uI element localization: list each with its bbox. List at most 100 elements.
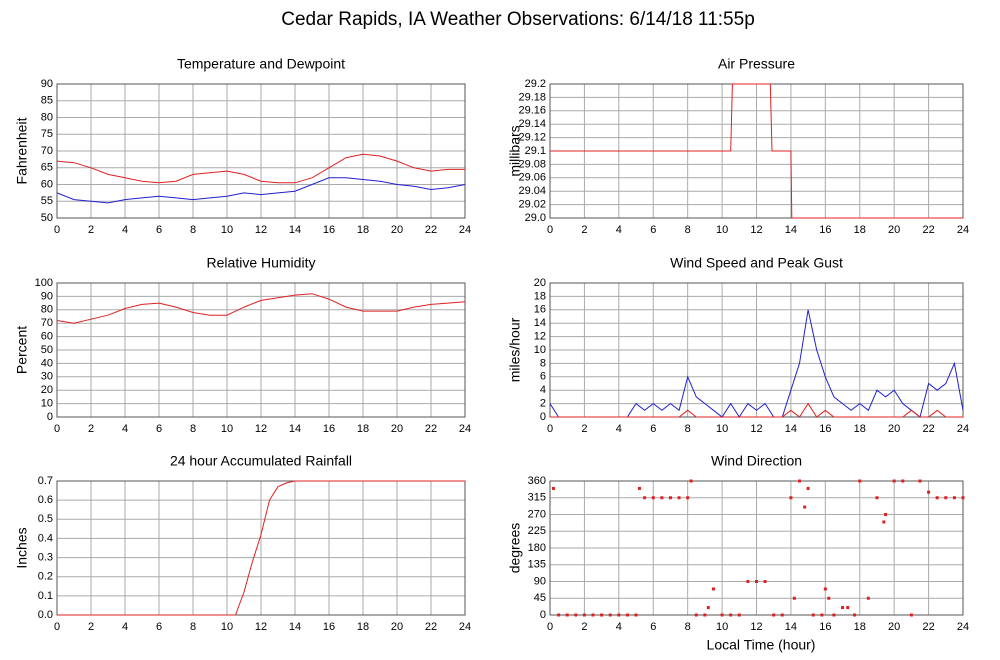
x-tick-label: 10 [716, 423, 728, 435]
x-tick-label: 18 [357, 423, 369, 435]
x-tick-label: 18 [854, 621, 866, 633]
x-tick-label: 20 [888, 423, 900, 435]
x-tick-label: 6 [156, 423, 162, 435]
x-tick-label: 4 [122, 621, 128, 633]
x-tick-label: 12 [750, 423, 762, 435]
point [625, 613, 629, 617]
point [591, 613, 595, 617]
x-tick-label: 0 [547, 224, 553, 236]
x-tick-label: 8 [685, 621, 691, 633]
x-tick-label: 20 [888, 224, 900, 236]
series-line [550, 83, 963, 219]
point [689, 479, 693, 483]
x-tick-label: 20 [888, 621, 900, 633]
x-tick-label: 22 [922, 423, 934, 435]
panel-title: Wind Direction [711, 453, 802, 469]
x-tick-label: 16 [323, 423, 335, 435]
point [677, 496, 681, 500]
x-tick-label: 20 [391, 224, 403, 236]
y-tick-label: 0.3 [38, 551, 53, 563]
x-tick-label: 10 [221, 621, 233, 633]
panel-title: 24 hour Accumulated Rainfall [170, 453, 352, 469]
x-tick-label: 16 [323, 621, 335, 633]
y-tick-label: 180 [528, 542, 546, 554]
x-tick-label: 0 [547, 621, 553, 633]
point [882, 520, 886, 524]
x-tick-label: 14 [785, 224, 797, 236]
point [634, 613, 638, 617]
point [866, 596, 870, 600]
y-tick-label: 60 [41, 178, 53, 190]
panel-title: Relative Humidity [207, 255, 316, 271]
point [927, 490, 931, 494]
point [755, 580, 758, 583]
y-tick-label: 90 [534, 575, 546, 587]
y-tick-label: 50 [41, 344, 53, 356]
y-tick-label: 12 [534, 331, 546, 343]
y-tick-label: 70 [41, 145, 53, 157]
plot-frame [549, 480, 964, 616]
point [643, 496, 647, 500]
y-tick-label: 50 [41, 212, 53, 224]
y-axis-label: Percent [14, 326, 30, 374]
y-tick-label: 0.7 [38, 475, 53, 487]
point [806, 486, 810, 490]
x-tick-label: 14 [785, 423, 797, 435]
point [820, 613, 824, 617]
point [637, 486, 641, 490]
point [792, 596, 796, 600]
x-tick-label: 12 [750, 224, 762, 236]
x-tick-label: 22 [922, 224, 934, 236]
y-tick-label: 70 [41, 317, 53, 329]
y-tick-label: 4 [540, 384, 546, 396]
point [909, 613, 913, 617]
series-line [550, 402, 963, 418]
x-tick-label: 0 [547, 423, 553, 435]
point [557, 613, 561, 617]
y-tick-label: 40 [41, 357, 53, 369]
point [961, 496, 965, 500]
point [608, 613, 612, 617]
x-tick-label: 14 [289, 224, 301, 236]
point [668, 496, 672, 500]
y-tick-label: 80 [41, 111, 53, 123]
x-tick-label: 10 [716, 621, 728, 633]
x-tick-label: 10 [716, 224, 728, 236]
point [811, 613, 815, 617]
y-tick-label: 65 [41, 162, 53, 174]
panel-title: Temperature and Dewpoint [177, 56, 345, 72]
y-tick-label: 270 [528, 508, 546, 520]
y-tick-label: 0 [540, 609, 546, 621]
x-tick-label: 16 [819, 423, 831, 435]
y-tick-label: 29.1 [525, 145, 546, 157]
point [600, 613, 604, 617]
y-tick-label: 29.14 [518, 118, 546, 130]
y-tick-label: 29.18 [518, 91, 546, 103]
y-tick-label: 30 [41, 371, 53, 383]
point [952, 496, 956, 500]
x-tick-label: 4 [616, 224, 622, 236]
panel-title: Air Pressure [718, 56, 795, 72]
y-axis-label: degrees [507, 523, 523, 574]
y-tick-label: 0.4 [38, 532, 53, 544]
point [827, 596, 831, 600]
point [551, 486, 555, 490]
point [746, 580, 750, 583]
plot-frame [56, 480, 466, 616]
y-tick-label: 18 [534, 290, 546, 302]
y-axis-label: Inches [14, 527, 30, 568]
y-tick-label: 45 [534, 592, 546, 604]
y-axis-label: miles/hour [507, 317, 523, 382]
y-tick-label: 29.16 [518, 105, 546, 117]
y-tick-label: 6 [540, 371, 546, 383]
y-tick-label: 14 [534, 317, 546, 329]
y-tick-label: 29.08 [518, 158, 546, 170]
point [711, 587, 715, 591]
x-tick-label: 18 [357, 621, 369, 633]
x-tick-label: 12 [255, 423, 267, 435]
y-axis-label: millibars [507, 125, 523, 176]
x-tick-label: 12 [750, 621, 762, 633]
x-tick-label: 8 [190, 621, 196, 633]
point [582, 613, 586, 617]
